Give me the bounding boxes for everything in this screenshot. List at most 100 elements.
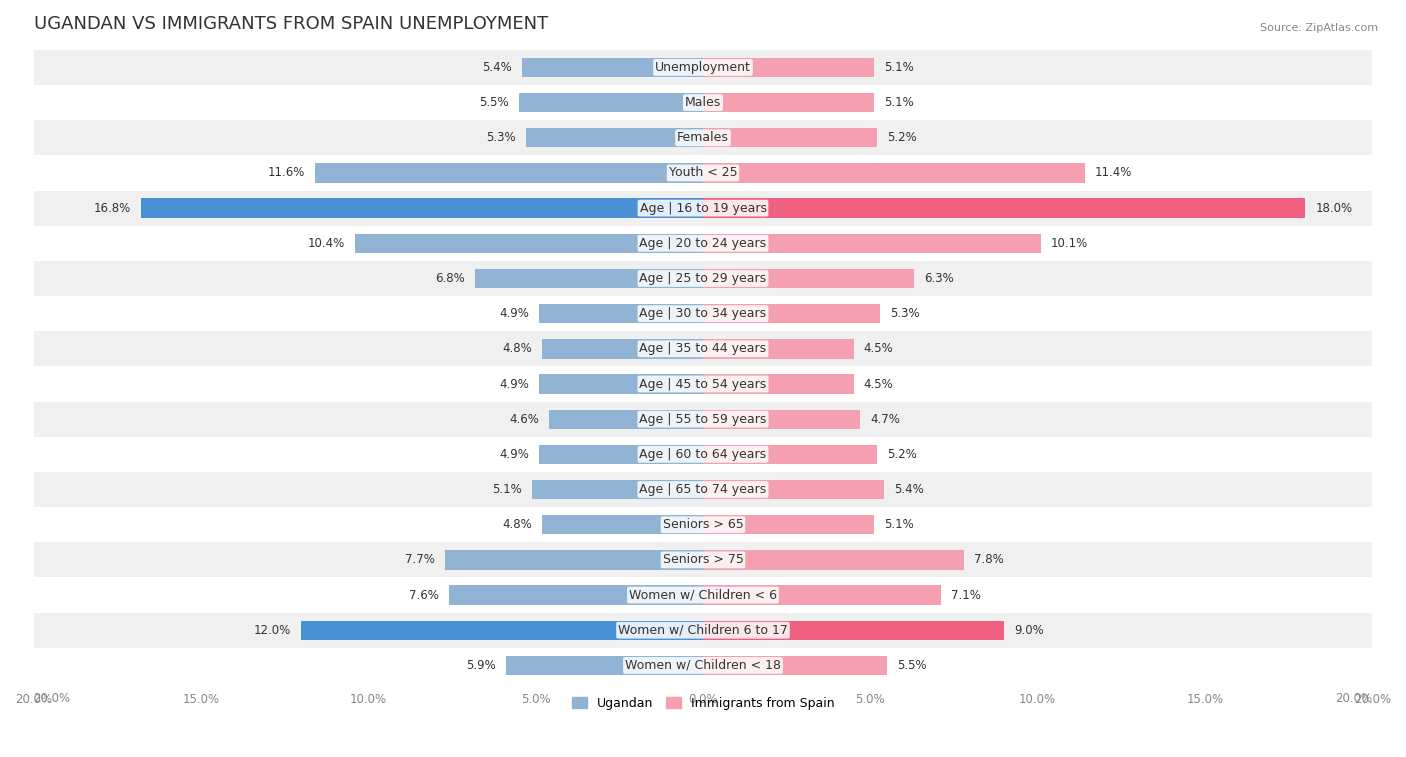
Bar <box>34 472 1372 507</box>
Bar <box>703 58 873 77</box>
Text: 9.0%: 9.0% <box>1014 624 1045 637</box>
Text: 4.9%: 4.9% <box>499 448 529 461</box>
Text: 11.6%: 11.6% <box>267 167 305 179</box>
Bar <box>475 269 703 288</box>
Text: 5.2%: 5.2% <box>887 131 917 145</box>
Text: Unemployment: Unemployment <box>655 61 751 74</box>
Text: Age | 35 to 44 years: Age | 35 to 44 years <box>640 342 766 355</box>
Text: 7.8%: 7.8% <box>974 553 1004 566</box>
Bar <box>703 656 887 675</box>
Bar <box>34 437 1372 472</box>
Text: 4.5%: 4.5% <box>863 342 893 355</box>
Bar <box>703 164 1084 182</box>
Text: 4.6%: 4.6% <box>509 413 538 425</box>
Bar <box>543 515 703 534</box>
Bar <box>34 366 1372 402</box>
Bar <box>354 234 703 253</box>
Bar <box>522 58 703 77</box>
Bar <box>34 296 1372 332</box>
Text: 5.1%: 5.1% <box>884 96 914 109</box>
Bar <box>34 402 1372 437</box>
Text: 5.9%: 5.9% <box>465 659 495 672</box>
Text: 7.7%: 7.7% <box>405 553 436 566</box>
Bar <box>703 621 1004 640</box>
Bar <box>446 550 703 569</box>
Text: 5.1%: 5.1% <box>492 483 522 496</box>
Text: 5.3%: 5.3% <box>890 307 920 320</box>
Bar <box>506 656 703 675</box>
Text: 7.6%: 7.6% <box>409 588 439 602</box>
Text: Youth < 25: Youth < 25 <box>669 167 737 179</box>
Bar <box>449 585 703 605</box>
Text: 5.3%: 5.3% <box>486 131 516 145</box>
Bar <box>543 339 703 359</box>
Bar <box>703 93 873 112</box>
Bar <box>703 585 941 605</box>
Text: 4.7%: 4.7% <box>870 413 900 425</box>
Text: 5.5%: 5.5% <box>479 96 509 109</box>
Text: Age | 25 to 29 years: Age | 25 to 29 years <box>640 272 766 285</box>
Bar <box>703 410 860 429</box>
Bar <box>703 374 853 394</box>
Bar <box>703 444 877 464</box>
Text: 7.1%: 7.1% <box>950 588 980 602</box>
Text: 11.4%: 11.4% <box>1095 167 1132 179</box>
Text: 5.4%: 5.4% <box>482 61 512 74</box>
Text: 4.8%: 4.8% <box>502 342 533 355</box>
Text: Seniors > 75: Seniors > 75 <box>662 553 744 566</box>
Bar <box>533 480 703 499</box>
Text: Males: Males <box>685 96 721 109</box>
Bar <box>538 304 703 323</box>
Text: Age | 16 to 19 years: Age | 16 to 19 years <box>640 201 766 215</box>
Text: 5.1%: 5.1% <box>884 519 914 531</box>
Bar <box>141 198 703 218</box>
Text: 16.8%: 16.8% <box>93 201 131 215</box>
Text: Age | 45 to 54 years: Age | 45 to 54 years <box>640 378 766 391</box>
Text: Age | 65 to 74 years: Age | 65 to 74 years <box>640 483 766 496</box>
Text: Women w/ Children 6 to 17: Women w/ Children 6 to 17 <box>619 624 787 637</box>
Text: Age | 60 to 64 years: Age | 60 to 64 years <box>640 448 766 461</box>
Text: 20.0%: 20.0% <box>1336 692 1372 705</box>
Bar <box>519 93 703 112</box>
Bar <box>34 542 1372 578</box>
Bar <box>703 339 853 359</box>
Text: 4.8%: 4.8% <box>502 519 533 531</box>
Bar <box>34 332 1372 366</box>
Text: 12.0%: 12.0% <box>254 624 291 637</box>
Text: 5.1%: 5.1% <box>884 61 914 74</box>
Bar <box>34 155 1372 191</box>
Bar <box>34 261 1372 296</box>
Text: 4.9%: 4.9% <box>499 378 529 391</box>
Bar <box>315 164 703 182</box>
Text: 5.2%: 5.2% <box>887 448 917 461</box>
Text: Source: ZipAtlas.com: Source: ZipAtlas.com <box>1260 23 1378 33</box>
Text: 5.5%: 5.5% <box>897 659 927 672</box>
Text: 18.0%: 18.0% <box>1316 201 1353 215</box>
Bar <box>34 578 1372 612</box>
Text: 5.4%: 5.4% <box>894 483 924 496</box>
Bar <box>34 648 1372 683</box>
Bar <box>34 191 1372 226</box>
Text: 6.8%: 6.8% <box>436 272 465 285</box>
Bar <box>703 515 873 534</box>
Bar <box>34 85 1372 120</box>
Bar <box>703 269 914 288</box>
Text: 10.1%: 10.1% <box>1052 237 1088 250</box>
Bar <box>34 50 1372 85</box>
Text: Age | 20 to 24 years: Age | 20 to 24 years <box>640 237 766 250</box>
Text: UGANDAN VS IMMIGRANTS FROM SPAIN UNEMPLOYMENT: UGANDAN VS IMMIGRANTS FROM SPAIN UNEMPLO… <box>34 15 548 33</box>
Text: 4.5%: 4.5% <box>863 378 893 391</box>
Bar <box>34 120 1372 155</box>
Text: Women w/ Children < 6: Women w/ Children < 6 <box>628 588 778 602</box>
Bar <box>703 550 965 569</box>
Bar <box>548 410 703 429</box>
Bar <box>703 128 877 148</box>
Text: Age | 30 to 34 years: Age | 30 to 34 years <box>640 307 766 320</box>
Bar <box>538 444 703 464</box>
Bar <box>301 621 703 640</box>
Text: 4.9%: 4.9% <box>499 307 529 320</box>
Bar <box>703 234 1040 253</box>
Text: Women w/ Children < 18: Women w/ Children < 18 <box>626 659 780 672</box>
Text: 20.0%: 20.0% <box>34 692 70 705</box>
Bar <box>538 374 703 394</box>
